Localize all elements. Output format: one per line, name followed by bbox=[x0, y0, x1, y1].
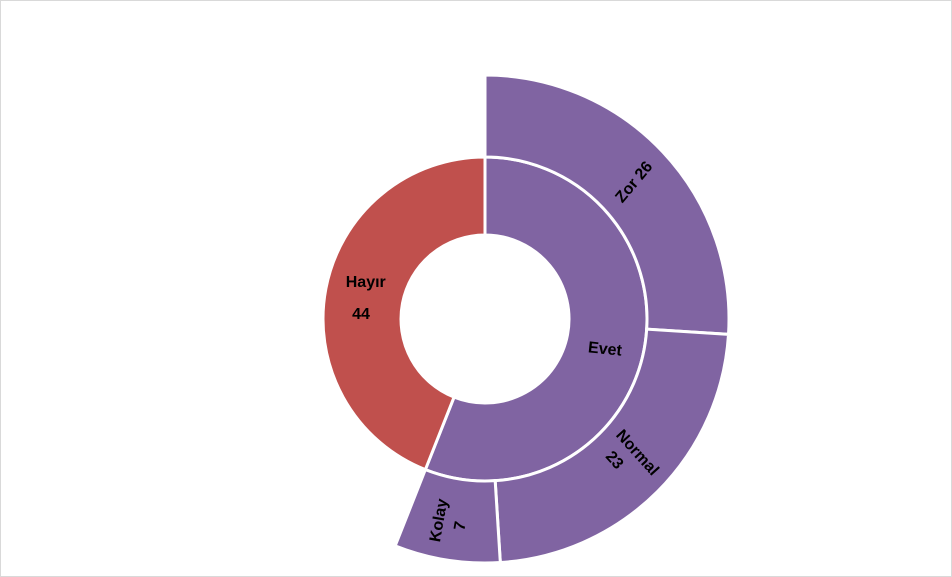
segment-normal bbox=[493, 327, 731, 565]
segment-kolay bbox=[393, 467, 502, 565]
label-kolay-value: 7 bbox=[451, 520, 469, 532]
label-hayir-name: Hayır bbox=[346, 274, 386, 291]
label-hayir: Hayır 44 bbox=[346, 274, 390, 323]
label-hayir-value: 44 bbox=[352, 306, 370, 323]
segment-zor bbox=[483, 73, 731, 336]
segment-hayir bbox=[321, 155, 487, 472]
label-evet: Evet bbox=[587, 339, 623, 360]
